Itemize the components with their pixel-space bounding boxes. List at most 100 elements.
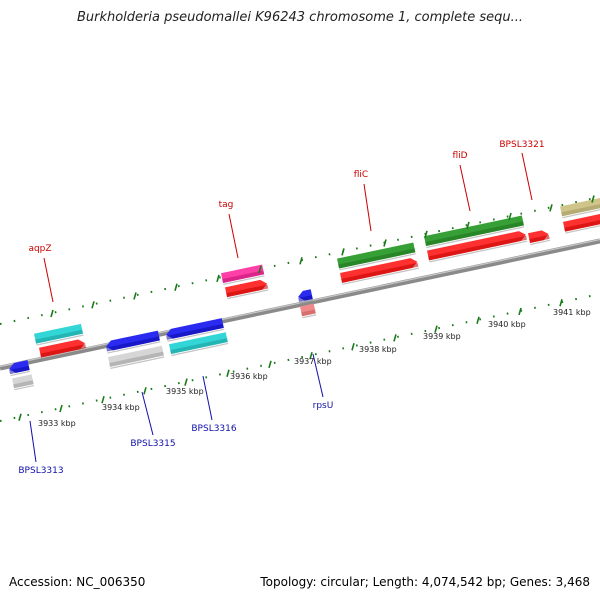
- upper-tick: [216, 274, 220, 283]
- lower-tick: [393, 334, 397, 342]
- gene-block-underline: [342, 267, 419, 285]
- gene-feature: [166, 318, 225, 342]
- upper-tick: [383, 239, 387, 247]
- gene-block-shadow: [166, 323, 224, 340]
- gene-block-shadow: [226, 284, 269, 298]
- gene-block-underline: [110, 356, 165, 369]
- gene-label-leader: [228, 213, 239, 259]
- gene-label-leader: [521, 152, 533, 201]
- gene-block-shadow: [109, 351, 164, 367]
- upper-tick: [591, 195, 595, 203]
- gene-label: tag: [219, 200, 234, 210]
- lower-tick: [476, 316, 480, 325]
- scale-tick-label: 3938 kbp: [359, 345, 397, 354]
- gene-block-underline: [41, 348, 87, 360]
- gene-block-underline: [167, 328, 225, 342]
- gene-feature: [225, 279, 269, 300]
- gene-block-shadow: [425, 221, 524, 247]
- gene-block-shadow: [222, 270, 265, 284]
- gene-block-underline: [565, 224, 600, 234]
- gene-label-leader: [29, 420, 37, 463]
- scale-tick-label: 3935 kbp: [166, 387, 204, 396]
- gene-block-shadow: [170, 338, 228, 355]
- gene-block-underline: [530, 239, 551, 246]
- lower-tick: [184, 378, 188, 386]
- lower-tick: [18, 413, 22, 421]
- upper-tick: [174, 283, 178, 291]
- gene-feature: [298, 289, 314, 304]
- upper-tick: [91, 301, 95, 309]
- gene-block-shadow: [40, 344, 87, 358]
- gene-block-underline: [223, 275, 265, 286]
- backbone-line: [0, 238, 600, 371]
- upper-tick: [299, 257, 303, 265]
- gene-block-underline: [14, 384, 35, 391]
- gene-label-leader: [43, 257, 54, 303]
- scale-tick-label: 3933 kbp: [38, 419, 76, 428]
- gene-block-shadow: [13, 380, 34, 389]
- scale-tick-label: 3941 kbp: [553, 308, 591, 317]
- gene-label-leader: [363, 183, 372, 232]
- lower-tick: [59, 404, 63, 413]
- gene-label: BPSL3313: [18, 466, 63, 476]
- upper-tick: [50, 309, 54, 318]
- gene-block-shadow: [35, 329, 84, 344]
- gene-feature: [39, 339, 87, 360]
- lower-tick: [226, 369, 230, 377]
- gene-block-underline: [299, 299, 314, 304]
- gene-feature: [12, 374, 35, 391]
- gene-label: BPSL3321: [499, 140, 544, 150]
- gene-block-shadow: [298, 295, 313, 302]
- scale-tick-label: 3934 kbp: [102, 403, 140, 412]
- gene-feature: [340, 258, 419, 285]
- gene-label: fliD: [452, 151, 467, 161]
- accession-text: Accession: NC_006350: [9, 575, 146, 589]
- gene-label: aqpZ: [28, 244, 51, 254]
- gene-feature: [560, 197, 600, 219]
- gene-label-leader: [202, 375, 213, 421]
- gene-block-underline: [107, 341, 161, 354]
- gene-feature: [108, 345, 165, 369]
- map-title: Burkholderia pseudomallei K96243 chromos…: [76, 10, 524, 25]
- gene-feature: [106, 330, 161, 354]
- scale-tick-label: 3940 kbp: [488, 320, 526, 329]
- gene-feature: [9, 360, 31, 377]
- gene-feature: [221, 264, 265, 286]
- scale-tick-label: 3937 kbp: [294, 357, 332, 366]
- upper-tick: [258, 265, 262, 274]
- gene-feature: [427, 231, 528, 263]
- upper-tick: [133, 292, 137, 300]
- lower-tick: [351, 343, 355, 351]
- gene-feature: [34, 323, 84, 346]
- gene-label: rpsU: [313, 401, 334, 411]
- gene-feature: [169, 332, 229, 357]
- gene-block-underline: [171, 342, 229, 357]
- lower-tick: [559, 299, 563, 307]
- lower-tick: [101, 395, 105, 404]
- lower-tick: [268, 360, 272, 369]
- gene-block-shadow: [301, 309, 316, 317]
- gene-feature: [300, 303, 317, 319]
- gene-label: BPSL3316: [191, 424, 237, 434]
- upper-tick: [508, 212, 512, 221]
- upper-tick: [466, 221, 470, 230]
- gene-block-underline: [562, 207, 600, 219]
- gene-label-leader: [141, 391, 154, 436]
- scale-tick-label: 3939 kbp: [423, 332, 461, 341]
- gene-label-leader: [312, 353, 324, 398]
- gene-feature: [563, 213, 600, 234]
- lower-tick: [434, 325, 438, 333]
- upper-tick: [341, 248, 345, 256]
- gene-block-shadow: [428, 235, 527, 261]
- gene-block-shadow: [529, 234, 550, 244]
- gene-feature: [337, 242, 416, 271]
- lower-tick: [143, 387, 147, 395]
- gene-block-underline: [339, 253, 416, 271]
- lower-tick: [309, 351, 313, 360]
- gene-block-shadow: [341, 262, 419, 283]
- lower-tick: [518, 307, 522, 316]
- gene-block-shadow: [9, 366, 30, 375]
- gene-feature: [424, 215, 525, 249]
- upper-tick: [549, 204, 553, 212]
